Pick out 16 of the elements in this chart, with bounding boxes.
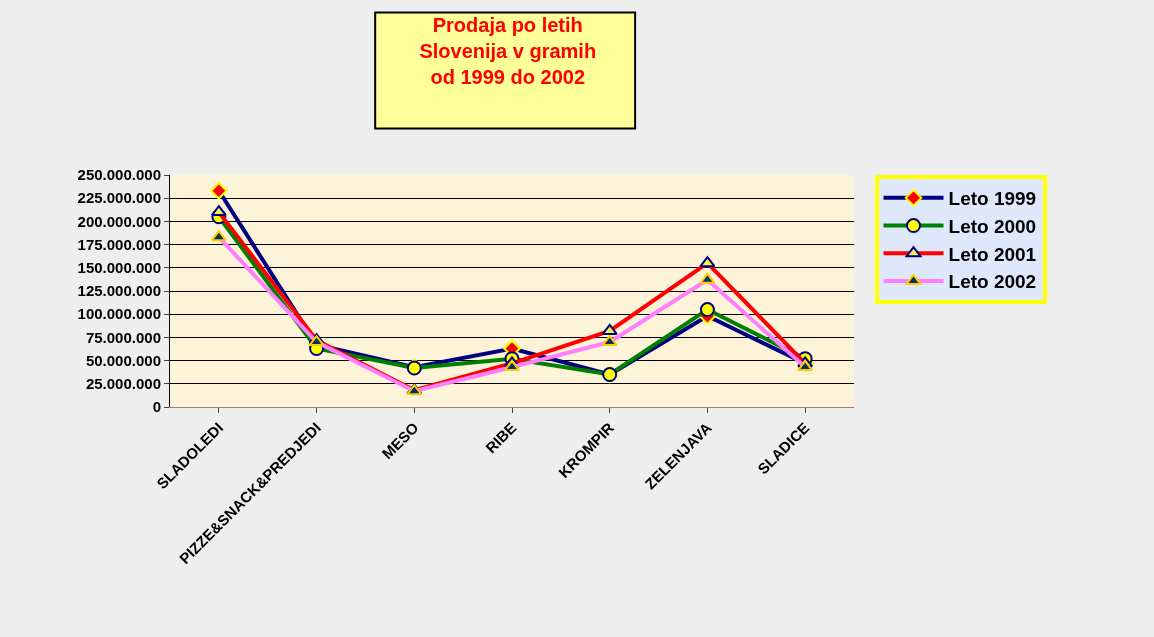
y-tick-label: 250.000.000 [77,166,161,184]
y-tick-label: 150.000.000 [77,259,161,277]
legend-label: Leto 1999 [948,188,1037,210]
y-tick-label: 125.000.000 [77,282,161,300]
y-tick-label: 0 [152,398,161,416]
y-tick-label: 175.000.000 [77,235,161,253]
y-tick-label: 25.000.000 [85,375,161,393]
chart-title: Prodaja po letih Slovenija v gramih od 1999 do 2002 [419,13,597,88]
y-tick-label: 100.000.000 [77,305,161,323]
y-tick-label: 75.000.000 [85,328,161,346]
legend-label: Leto 2001 [948,243,1037,265]
y-tick-label: 225.000.000 [77,189,161,207]
legend-label: Leto 2002 [948,271,1037,293]
y-tick-label: 50.000.000 [85,351,161,369]
y-tick-label: 200.000.000 [77,212,161,230]
legend-label: Leto 2000 [948,215,1037,237]
